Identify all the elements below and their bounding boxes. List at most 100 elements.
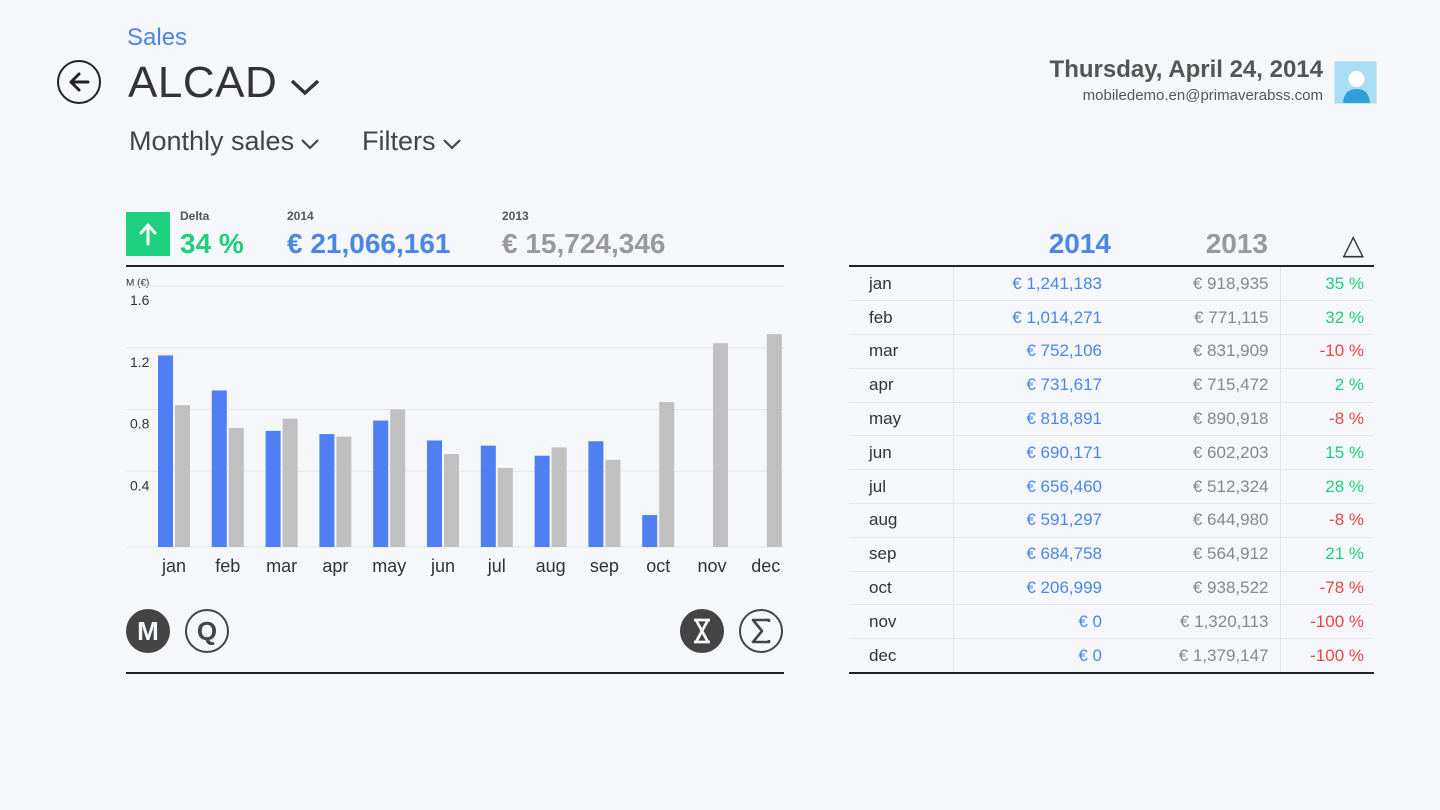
table-cell-2014: € 818,891 <box>953 402 1112 437</box>
back-button[interactable] <box>57 60 101 104</box>
bar-2013-feb <box>228 427 244 547</box>
cumulative-view-button[interactable] <box>739 609 783 653</box>
x-tick-label: apr <box>322 556 348 576</box>
table-row: apr € 731,617 € 715,472 2 % <box>849 368 1374 403</box>
table-cell-2013: € 1,320,113 <box>1112 604 1281 640</box>
y-tick-label: 0.4 <box>130 477 150 493</box>
table-cell-delta: -8 % <box>1280 402 1374 437</box>
table-cell-month: jan <box>849 267 954 302</box>
bar-2014-jul <box>480 445 496 547</box>
filters-label: Filters <box>362 126 436 156</box>
delta-label: Delta <box>180 209 210 223</box>
table-cell-2013: € 831,909 <box>1112 334 1281 369</box>
divider <box>126 265 784 267</box>
table-row: oct € 206,999 € 938,522 -78 % <box>849 571 1374 606</box>
divider <box>849 672 1374 674</box>
arrow-up-icon <box>139 223 157 246</box>
avatar[interactable] <box>1334 61 1377 104</box>
table-cell-month: jun <box>849 435 954 471</box>
table-cell-2013: € 564,912 <box>1112 537 1281 572</box>
table-row: mar € 752,106 € 831,909 -10 % <box>849 334 1374 369</box>
x-tick-label: mar <box>266 556 297 576</box>
bar-2014-jun <box>427 440 442 547</box>
periodic-view-button[interactable] <box>680 609 724 653</box>
table-cell-2013: € 890,918 <box>1112 402 1281 437</box>
bar-2014-may <box>373 420 389 547</box>
quarterly-view-button[interactable]: Q <box>185 609 229 653</box>
table-header-2013: 2013 <box>1205 228 1268 259</box>
table-cell-delta: 2 % <box>1280 368 1374 403</box>
monthly-view-button[interactable]: M <box>126 609 170 653</box>
delta-value: 34 % <box>180 228 244 259</box>
table-cell-delta: 32 % <box>1280 300 1374 336</box>
sigma-icon <box>751 618 771 644</box>
table-cell-month: dec <box>849 638 954 674</box>
bar-2013-dec <box>766 334 782 547</box>
x-tick-label: may <box>372 556 406 576</box>
table-cell-delta: 21 % <box>1280 537 1374 572</box>
monthly-sales-chart: M (€) 1.6 1.2 0.8 0.4 jan feb mar apr may jun jul au… <box>126 278 784 576</box>
table-cell-month: oct <box>849 571 954 606</box>
chevron-down-icon <box>291 79 320 96</box>
table-cell-2014: € 731,617 <box>953 368 1112 403</box>
table-cell-2013: € 938,522 <box>1112 571 1281 606</box>
table-row: nov € 0 € 1,320,113 -100 % <box>849 604 1374 640</box>
table-cell-2013: € 715,472 <box>1112 368 1281 403</box>
current-year-total: € 21,066,161 <box>287 228 451 259</box>
bar-2014-aug <box>534 455 550 547</box>
table-cell-month: feb <box>849 300 954 336</box>
table-cell-delta: 35 % <box>1280 267 1374 302</box>
table-cell-delta: -78 % <box>1280 571 1374 606</box>
table-cell-2013: € 771,115 <box>1112 300 1281 336</box>
table-cell-2014: € 206,999 <box>953 571 1112 606</box>
divider <box>849 265 1374 267</box>
bar-2013-nov <box>713 343 728 547</box>
current-date: Thursday, April 24, 2014 <box>1049 56 1323 83</box>
bar-2013-apr <box>336 436 352 547</box>
x-tick-label: nov <box>697 556 726 576</box>
table-cell-delta: -100 % <box>1280 638 1374 674</box>
bar-2013-jul <box>497 467 513 547</box>
bar-2013-jan <box>175 405 190 547</box>
hourglass-icon <box>694 618 710 644</box>
table-cell-2013: € 1,379,147 <box>1112 638 1281 674</box>
current-year-label: 2014 <box>287 209 314 223</box>
divider <box>126 672 784 674</box>
bar-2014-sep <box>588 441 604 547</box>
table-row: sep € 684,758 € 564,912 21 % <box>849 537 1374 572</box>
view-selector[interactable]: Monthly sales <box>129 126 320 157</box>
table-row: dec € 0 € 1,379,147 -100 % <box>849 638 1374 674</box>
entity-selector[interactable]: ALCAD <box>128 58 321 108</box>
filters-selector[interactable]: Filters <box>362 126 462 157</box>
table-cell-month: aug <box>849 503 954 538</box>
table-cell-delta: -10 % <box>1280 334 1374 369</box>
table-cell-2014: € 591,297 <box>953 503 1112 538</box>
bar-2013-mar <box>282 418 298 547</box>
bar-2013-may <box>390 409 406 547</box>
table-cell-delta: -8 % <box>1280 503 1374 538</box>
table-cell-month: mar <box>849 334 954 369</box>
table-cell-2014: € 0 <box>953 638 1112 674</box>
table-row: jun € 690,171 € 602,203 15 % <box>849 435 1374 471</box>
bar-2014-feb <box>211 390 227 547</box>
table-row: aug € 591,297 € 644,980 -8 % <box>849 503 1374 538</box>
table-cell-2014: € 656,460 <box>953 469 1112 505</box>
table-cell-2014: € 690,171 <box>953 435 1112 471</box>
sales-table: jan € 1,241,183 € 918,935 35 % feb € 1,014,27… <box>849 267 1374 674</box>
breadcrumb[interactable]: Sales <box>127 24 188 51</box>
bar-2013-aug <box>551 447 567 547</box>
table-cell-delta: 28 % <box>1280 469 1374 505</box>
bar-2013-jun <box>444 454 459 547</box>
table-row: jul € 656,460 € 512,324 28 % <box>849 469 1374 505</box>
table-cell-month: may <box>849 402 954 437</box>
x-tick-label: jan <box>161 556 186 576</box>
x-tick-label: jun <box>430 556 455 576</box>
bar-2014-mar <box>265 430 281 547</box>
table-cell-2014: € 1,241,183 <box>953 267 1112 302</box>
x-tick-label: oct <box>646 556 670 576</box>
x-tick-label: aug <box>536 556 566 576</box>
bar-2014-jan <box>158 355 173 547</box>
delta-up-indicator <box>126 212 170 256</box>
bar-2014-apr <box>319 434 335 547</box>
x-tick-label: dec <box>751 556 780 576</box>
